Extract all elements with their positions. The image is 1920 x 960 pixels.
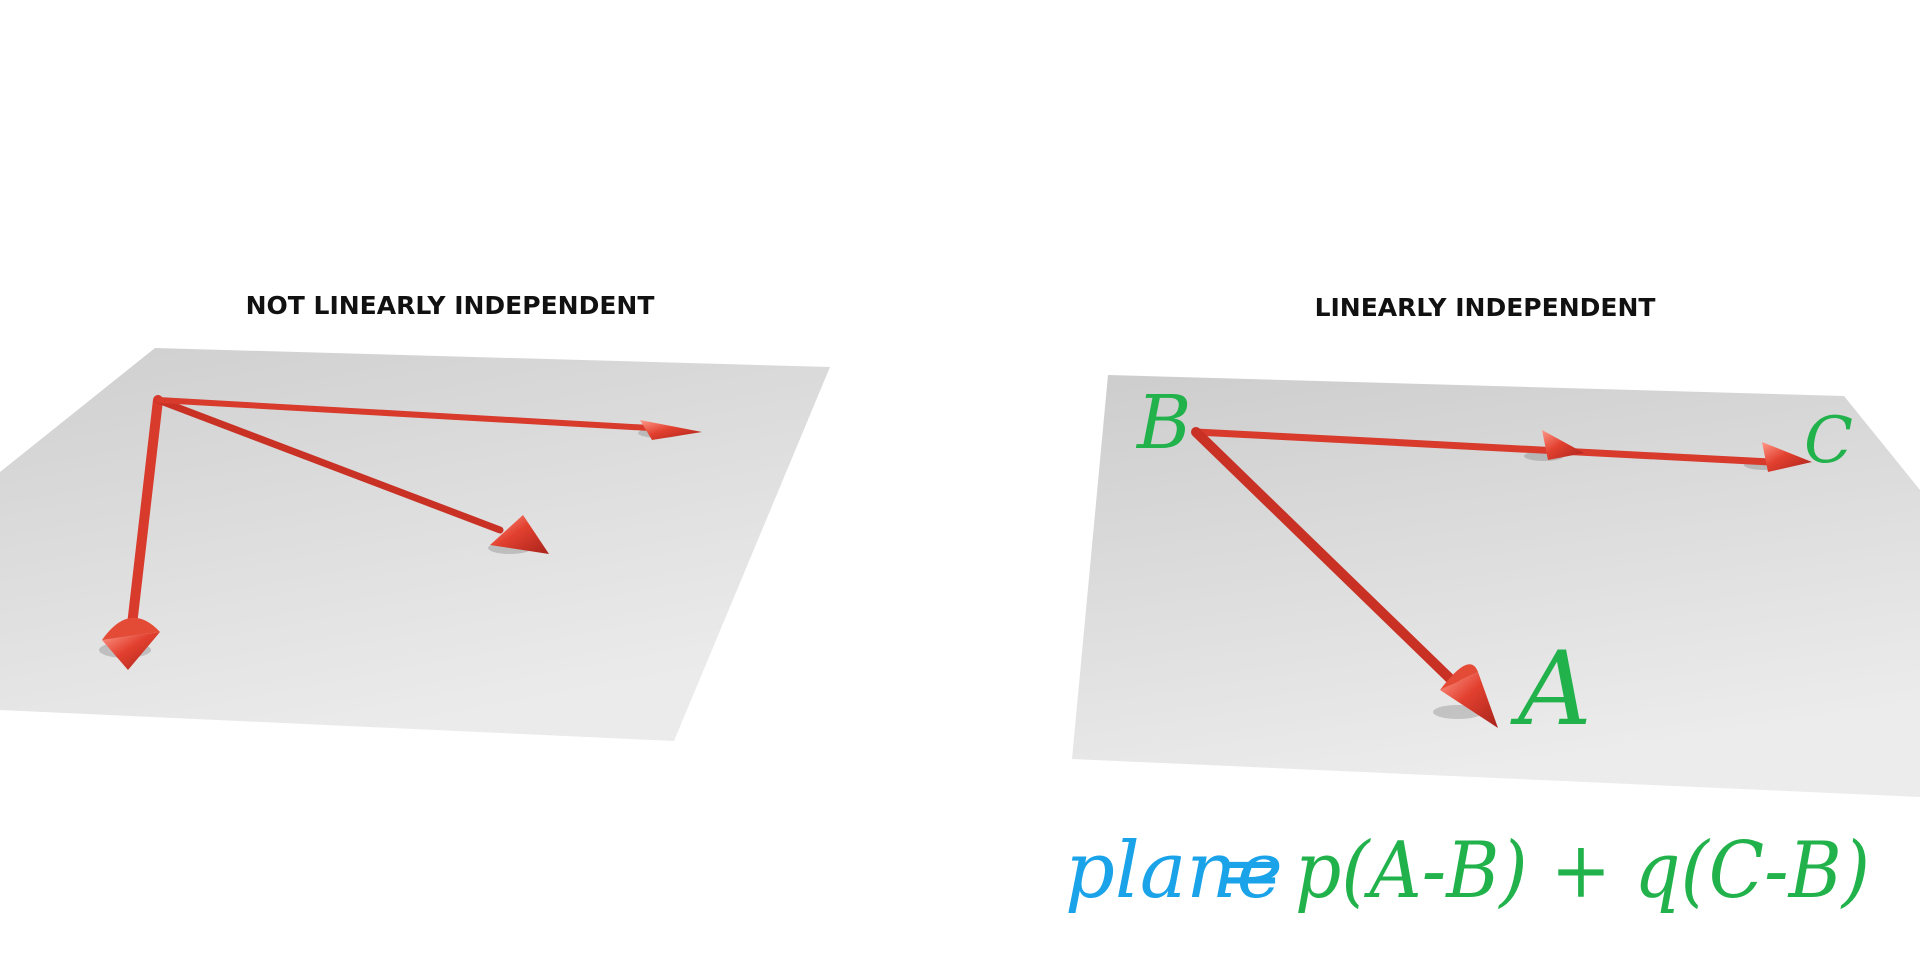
equation-lhs: plane bbox=[1065, 826, 1283, 916]
right-vector-shaft-bc bbox=[1192, 428, 1774, 466]
equation-rhs: p(A-B) + q(C-B) bbox=[1295, 826, 1870, 916]
right-vector-head-mid bbox=[1542, 430, 1584, 460]
left-vector-head-middle bbox=[490, 515, 549, 554]
right-vector-shaft-ba bbox=[1191, 427, 1475, 703]
right-vector-head-a bbox=[1440, 672, 1498, 728]
left-panel-title: NOT LINEARLY INDEPENDENT bbox=[246, 291, 655, 320]
left-vector-shaft-middle bbox=[154, 396, 504, 534]
left-panel: NOT LINEARLY INDEPENDENT bbox=[0, 291, 830, 741]
left-vector-shaft-down bbox=[127, 395, 163, 630]
label-c: C bbox=[1804, 404, 1853, 478]
left-vector-head-down bbox=[102, 632, 160, 670]
left-plane bbox=[0, 348, 830, 741]
right-plane bbox=[1072, 375, 1920, 797]
right-panel: LINEARLY INDEPENDENT B C A bbox=[1072, 293, 1920, 797]
left-vector-head-top bbox=[640, 420, 702, 440]
label-b: B bbox=[1135, 380, 1191, 466]
label-a: A bbox=[1510, 630, 1592, 749]
left-vector-shaft-top bbox=[155, 397, 653, 431]
right-vector-head-c bbox=[1762, 442, 1812, 472]
right-panel-title: LINEARLY INDEPENDENT bbox=[1315, 293, 1656, 322]
equation-equals: = bbox=[1218, 826, 1283, 916]
equation: plane = p(A-B) + q(C-B) bbox=[1065, 826, 1870, 916]
